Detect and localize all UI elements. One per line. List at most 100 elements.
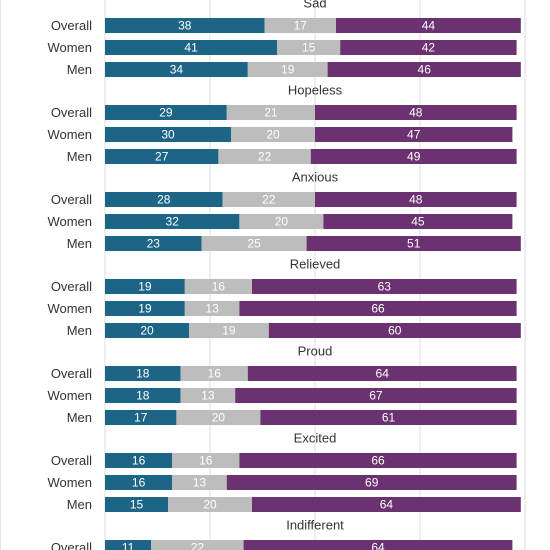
value-label: 42 <box>422 41 436 55</box>
group-proud: Proud Overall 18 16 64 Women 18 13 67 Men 17 20 61 <box>47 344 517 425</box>
bar-row: Women 19 13 66 <box>47 301 517 316</box>
bar-segment-middle <box>172 475 227 490</box>
row-label: Women <box>47 388 92 403</box>
value-label: 16 <box>199 454 213 468</box>
bar-segment-first <box>105 453 173 468</box>
row-label: Women <box>47 475 92 490</box>
row-label: Overall <box>51 192 92 207</box>
row-label: Men <box>67 236 92 251</box>
bar-segment-last <box>315 192 517 207</box>
bar-segment-middle <box>222 192 315 207</box>
group-title: Anxious <box>292 170 339 185</box>
bar-segment-last <box>252 279 517 294</box>
value-label: 20 <box>203 498 217 512</box>
row-label: Women <box>47 127 92 142</box>
group-title: Hopeless <box>288 83 343 98</box>
bar-row: Women 41 15 42 <box>47 40 517 55</box>
bar-row: Women 18 13 67 <box>47 388 517 403</box>
value-label: 64 <box>380 498 394 512</box>
row-label: Overall <box>51 540 92 550</box>
bar-segment-last <box>315 127 513 142</box>
bar-segment-middle <box>184 279 252 294</box>
row-label: Women <box>47 40 92 55</box>
bar-row: Overall 38 17 44 <box>51 18 521 33</box>
bar-segment-last <box>239 453 517 468</box>
bar-segment-first <box>105 323 189 338</box>
bar-segment-middle <box>231 127 315 142</box>
value-label: 25 <box>247 237 261 251</box>
bar-segment-last <box>260 410 517 425</box>
bar-segment-first <box>105 62 248 77</box>
bar-segment-first <box>105 301 185 316</box>
row-label: Overall <box>51 279 92 294</box>
bar-segment-first <box>105 388 181 403</box>
value-label: 13 <box>201 389 215 403</box>
bar-segment-first <box>105 149 219 164</box>
row-label: Overall <box>51 366 92 381</box>
bar-segment-last <box>243 540 513 550</box>
bar-segment-first <box>105 127 231 142</box>
bar-segment-middle <box>247 62 328 77</box>
row-label: Overall <box>51 453 92 468</box>
bar-row: Women 30 20 47 <box>47 127 513 142</box>
bar-segment-middle <box>180 366 248 381</box>
group-title: Relieved <box>290 257 341 272</box>
bar-segment-last <box>323 214 513 229</box>
value-label: 49 <box>407 150 421 164</box>
value-label: 29 <box>159 106 173 120</box>
bar-segment-last <box>310 149 517 164</box>
bar-segment-middle <box>151 540 244 550</box>
value-label: 46 <box>418 63 432 77</box>
group-anxious: Anxious Overall 28 22 48 Women 32 20 45 Men 23 25 51 <box>47 170 521 251</box>
value-label: 16 <box>132 454 146 468</box>
value-label: 19 <box>138 302 152 316</box>
row-label: Women <box>47 301 92 316</box>
group-hopeless: Hopeless Overall 29 21 48 Women 30 20 47 Men 27 22 4… <box>47 83 517 164</box>
value-label: 64 <box>371 541 385 550</box>
group-title: Excited <box>294 431 337 446</box>
value-label: 16 <box>208 367 222 381</box>
row-label: Men <box>67 410 92 425</box>
bar-row: Men 15 20 64 <box>67 497 521 512</box>
value-label: 64 <box>376 367 390 381</box>
value-label: 38 <box>178 19 192 33</box>
value-label: 15 <box>130 498 144 512</box>
value-label: 23 <box>147 237 161 251</box>
bar-segment-last <box>336 18 521 33</box>
bar-segment-middle <box>218 149 311 164</box>
bar-segment-first <box>105 214 240 229</box>
group-indifferent: Indifferent Overall 11 22 64 <box>51 518 513 550</box>
row-label: Men <box>67 497 92 512</box>
value-label: 34 <box>170 63 184 77</box>
bar-segment-middle <box>176 410 261 425</box>
bar-row: Overall 29 21 48 <box>51 105 517 120</box>
bar-segment-first <box>105 410 177 425</box>
value-label: 44 <box>422 19 436 33</box>
bar-segment-middle <box>180 388 236 403</box>
value-label: 67 <box>369 389 383 403</box>
bar-segment-last <box>340 40 517 55</box>
bar-segment-first <box>105 18 265 33</box>
value-label: 20 <box>212 411 226 425</box>
group-title: Proud <box>298 344 333 359</box>
value-label: 13 <box>205 302 219 316</box>
bar-row: Overall 16 16 66 <box>51 453 517 468</box>
row-label: Men <box>67 149 92 164</box>
bar-segment-last <box>252 497 521 512</box>
bar-segment-middle <box>184 301 240 316</box>
bar-row: Men 20 19 60 <box>67 323 521 338</box>
bar-segment-last <box>327 62 521 77</box>
value-label: 19 <box>222 324 236 338</box>
value-label: 22 <box>191 541 205 550</box>
value-label: 61 <box>382 411 396 425</box>
value-label: 21 <box>264 106 278 120</box>
bar-segment-first <box>105 236 202 251</box>
bar-segment-last <box>306 236 521 251</box>
value-label: 69 <box>365 476 379 490</box>
bar-segment-middle <box>168 497 252 512</box>
value-label: 15 <box>302 41 316 55</box>
value-label: 66 <box>371 302 385 316</box>
row-label: Women <box>47 214 92 229</box>
